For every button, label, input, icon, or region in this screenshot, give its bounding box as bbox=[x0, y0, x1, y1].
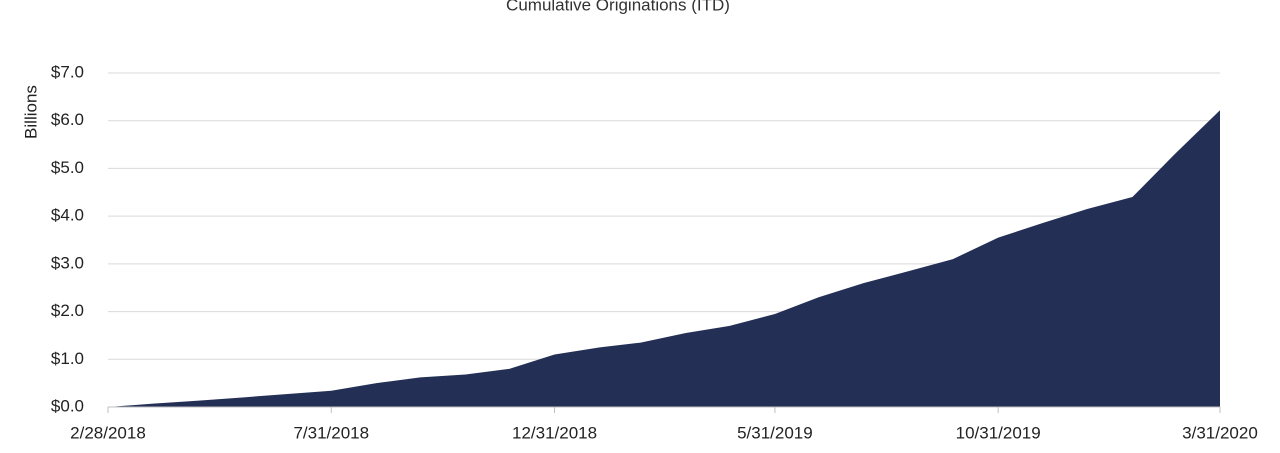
y-tick-label: $5.0 bbox=[51, 158, 84, 177]
x-tick-label: 7/31/2018 bbox=[293, 423, 369, 442]
y-tick-label: $0.0 bbox=[51, 396, 84, 415]
area bbox=[108, 110, 1220, 408]
y-tick-label: $6.0 bbox=[51, 110, 84, 129]
x-tick-label: 12/31/2018 bbox=[512, 423, 597, 442]
x-tick-label: 2/28/2018 bbox=[70, 423, 146, 442]
y-tick-label: $4.0 bbox=[51, 206, 84, 225]
y-tick-label: $2.0 bbox=[51, 301, 84, 320]
x-tick-label: 5/31/2019 bbox=[737, 423, 813, 442]
y-axis-label: Billions bbox=[21, 85, 40, 139]
y-tick-label: $7.0 bbox=[51, 62, 84, 81]
x-tick-label: 10/31/2019 bbox=[956, 423, 1041, 442]
chart-title: Cumulative Originations (ITD) bbox=[506, 0, 730, 14]
x-tick-label: 3/31/2020 bbox=[1182, 423, 1258, 442]
y-tick-label: $3.0 bbox=[51, 253, 84, 272]
y-tick-label: $1.0 bbox=[51, 349, 84, 368]
